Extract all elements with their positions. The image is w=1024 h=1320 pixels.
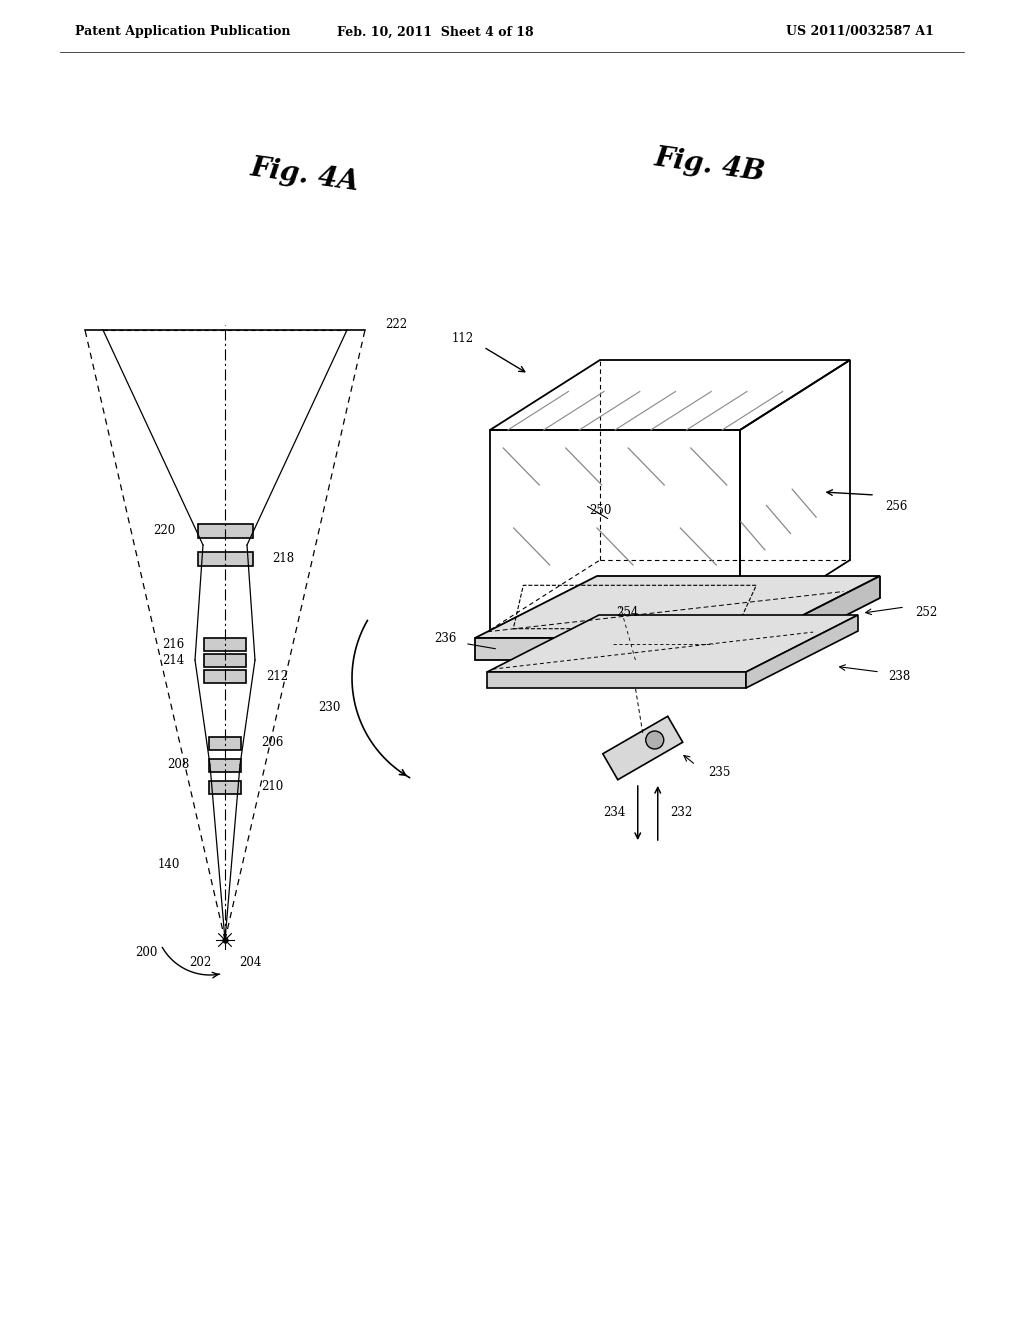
Bar bbox=[204, 653, 246, 667]
Circle shape bbox=[646, 731, 664, 748]
Polygon shape bbox=[475, 638, 758, 660]
Text: 204: 204 bbox=[239, 956, 261, 969]
Bar bbox=[209, 737, 241, 750]
Text: 238: 238 bbox=[888, 671, 910, 684]
Text: 232: 232 bbox=[670, 807, 692, 820]
Bar bbox=[198, 552, 253, 566]
Polygon shape bbox=[603, 717, 683, 780]
Text: 210: 210 bbox=[261, 780, 284, 793]
Text: 212: 212 bbox=[266, 669, 288, 682]
Bar bbox=[209, 759, 241, 771]
Bar bbox=[204, 669, 246, 682]
Text: 222: 222 bbox=[385, 318, 408, 331]
Text: 112: 112 bbox=[452, 333, 473, 346]
Text: 235: 235 bbox=[708, 767, 730, 780]
Text: Patent Application Publication: Patent Application Publication bbox=[75, 25, 291, 38]
Text: 214: 214 bbox=[162, 653, 184, 667]
Text: 230: 230 bbox=[318, 701, 341, 714]
Text: US 2011/0032587 A1: US 2011/0032587 A1 bbox=[786, 25, 934, 38]
Polygon shape bbox=[487, 615, 858, 672]
Bar bbox=[204, 638, 246, 651]
Text: Feb. 10, 2011  Sheet 4 of 18: Feb. 10, 2011 Sheet 4 of 18 bbox=[337, 25, 534, 38]
Text: 254: 254 bbox=[616, 606, 639, 619]
Polygon shape bbox=[475, 576, 880, 638]
Text: 256: 256 bbox=[885, 500, 907, 513]
Text: 250: 250 bbox=[589, 503, 611, 516]
Text: 252: 252 bbox=[915, 606, 937, 619]
Text: 140: 140 bbox=[158, 858, 180, 871]
Text: 218: 218 bbox=[272, 553, 295, 565]
Polygon shape bbox=[487, 672, 746, 688]
Bar bbox=[209, 780, 241, 793]
Text: 200: 200 bbox=[135, 946, 158, 960]
Text: 216: 216 bbox=[162, 638, 184, 651]
Text: 236: 236 bbox=[434, 632, 457, 645]
Bar bbox=[198, 524, 253, 539]
Text: 234: 234 bbox=[603, 807, 626, 820]
Polygon shape bbox=[758, 576, 880, 660]
Text: 206: 206 bbox=[261, 737, 284, 750]
Text: 208: 208 bbox=[167, 759, 189, 771]
Text: 220: 220 bbox=[154, 524, 175, 537]
Text: Fig. 4A: Fig. 4A bbox=[249, 154, 361, 195]
Text: 202: 202 bbox=[188, 956, 211, 969]
Polygon shape bbox=[746, 615, 858, 688]
Text: Fig. 4B: Fig. 4B bbox=[653, 144, 767, 186]
